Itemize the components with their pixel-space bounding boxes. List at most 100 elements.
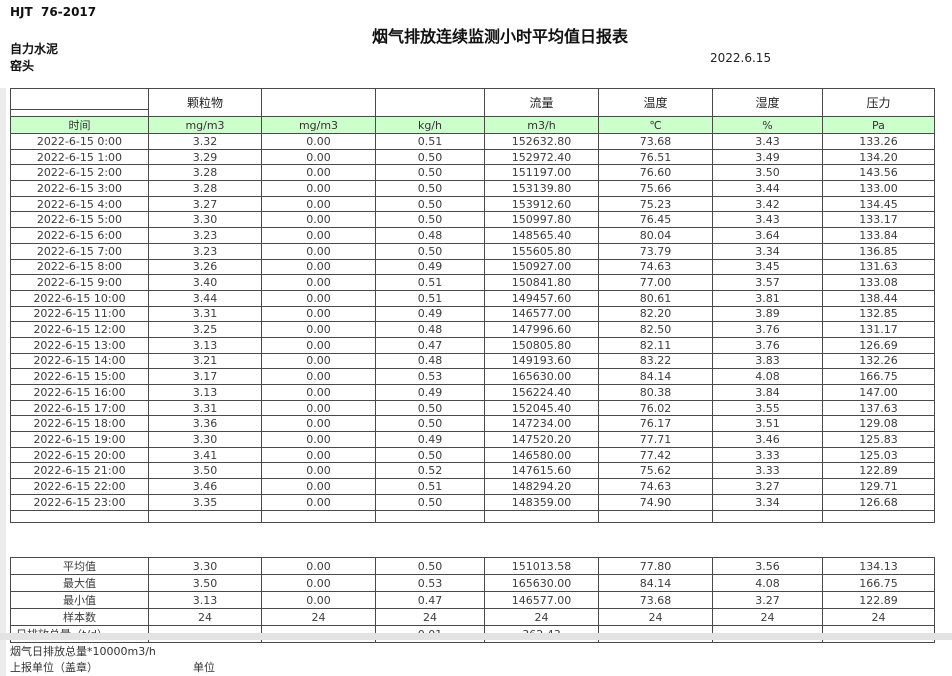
value-cell: 147.00 <box>822 384 935 401</box>
value-cell: 0.50 <box>375 493 485 511</box>
empty-cell <box>148 509 262 523</box>
value-cell: 0.00 <box>261 493 376 511</box>
value-cell: 0.48 <box>375 352 485 370</box>
empty-cell <box>712 509 823 523</box>
value-cell: 24 <box>261 608 376 626</box>
value-cell: 0.00 <box>261 289 376 307</box>
value-cell: 0.50 <box>375 242 485 260</box>
empty-cell <box>822 509 935 523</box>
timestamp-cell: 2022-6-15 18:00 <box>10 415 149 433</box>
value-cell: 82.20 <box>598 305 713 323</box>
value-cell: 0.49 <box>375 431 485 448</box>
value-cell: 3.27 <box>712 478 823 495</box>
value-cell: 3.30 <box>148 431 262 448</box>
value-cell: 73.68 <box>598 133 713 150</box>
value-cell: 0.00 <box>261 446 376 464</box>
value-cell: 3.13 <box>148 591 262 609</box>
unit-cell: mg/m3 <box>261 116 376 134</box>
timestamp-cell: 2022-6-15 16:00 <box>10 384 149 401</box>
value-cell: 0.47 <box>375 336 485 354</box>
value-cell: 73.79 <box>598 242 713 260</box>
value-cell: 75.23 <box>598 195 713 213</box>
value-cell: 0.00 <box>261 195 376 213</box>
value-cell: 147615.60 <box>484 462 599 480</box>
value-cell: 3.33 <box>712 462 823 480</box>
value-cell: 0.50 <box>375 211 485 229</box>
value-cell: 3.50 <box>148 574 262 592</box>
value-cell: 3.32 <box>148 133 262 150</box>
value-cell: 0.50 <box>375 557 485 575</box>
page-edge-strip <box>0 88 6 676</box>
value-cell: 74.90 <box>598 493 713 511</box>
value-cell: 0.50 <box>375 399 485 417</box>
summary-label: 最大值 <box>10 574 149 592</box>
table-row: 2022-6-15 22:00 3.46 0.00 0.51 148294.20 74.6… <box>10 478 935 495</box>
value-cell: 0.48 <box>375 227 485 244</box>
value-cell: 3.83 <box>712 352 823 370</box>
value-cell: 153912.60 <box>484 195 599 213</box>
value-cell: 3.36 <box>148 415 262 433</box>
empty-cell <box>261 509 376 523</box>
value-cell: 3.81 <box>712 289 823 307</box>
value-cell: 84.14 <box>598 574 713 592</box>
empty-header-cell <box>10 88 149 110</box>
value-cell: 0.00 <box>261 133 376 150</box>
value-cell: 0.51 <box>375 133 485 150</box>
table-row: 2022-6-15 18:00 3.36 0.00 0.50 147234.00 76.1… <box>10 415 935 433</box>
value-cell: 0.53 <box>375 368 485 385</box>
value-cell: 75.62 <box>598 462 713 480</box>
unit-header-row: 时间 mg/m3 mg/m3 kg/h m3/h ℃ % Pa <box>10 116 935 134</box>
timestamp-cell: 2022-6-15 23:00 <box>10 493 149 511</box>
value-cell: 3.23 <box>148 227 262 244</box>
value-cell: 132.26 <box>822 352 935 370</box>
pollutant-header-row: 颗粒物 流量 温度 湿度 压力 <box>10 88 935 117</box>
value-cell: 150927.00 <box>484 258 599 276</box>
value-cell: 152972.40 <box>484 148 599 166</box>
value-cell: 73.68 <box>598 591 713 609</box>
value-cell: 3.44 <box>712 180 823 197</box>
value-cell: 0.00 <box>261 384 376 401</box>
value-cell: 3.25 <box>148 321 262 338</box>
value-cell: 148294.20 <box>484 478 599 495</box>
value-cell: 3.49 <box>712 148 823 166</box>
value-cell: 3.13 <box>148 336 262 354</box>
value-cell: 150805.80 <box>484 336 599 354</box>
value-cell: 3.76 <box>712 336 823 354</box>
value-cell: 146577.00 <box>484 591 599 609</box>
time-header-cell: 时间 <box>10 116 149 134</box>
value-cell: 74.63 <box>598 478 713 495</box>
value-cell: 0.00 <box>261 305 376 323</box>
value-cell: 3.50 <box>148 462 262 480</box>
value-cell: 3.41 <box>148 446 262 464</box>
value-cell: 24 <box>712 608 823 626</box>
value-cell: 83.22 <box>598 352 713 370</box>
value-cell: 150841.80 <box>484 274 599 291</box>
value-cell: 0.00 <box>261 274 376 291</box>
value-cell: 143.56 <box>822 164 935 182</box>
timestamp-cell: 2022-6-15 17:00 <box>10 399 149 417</box>
value-cell: 147520.20 <box>484 431 599 448</box>
value-cell: 166.75 <box>822 368 935 385</box>
page-title: 烟气排放连续监测小时平均值日报表 <box>371 27 628 46</box>
value-cell: 0.53 <box>375 574 485 592</box>
value-cell: 133.17 <box>822 211 935 229</box>
table-row: 2022-6-15 9:00 3.40 0.00 0.51 150841.80 77.00… <box>10 274 935 291</box>
summary-row: 最大值 3.50 0.00 0.53 165630.00 84.14 4.08 166.75 <box>10 574 935 592</box>
value-cell: 24 <box>484 608 599 626</box>
value-cell: 133.84 <box>822 227 935 244</box>
value-cell: 80.04 <box>598 227 713 244</box>
unit-cell: kg/h <box>375 116 485 134</box>
spacer-row <box>10 509 935 523</box>
value-cell: 3.23 <box>148 242 262 260</box>
unit-cell: Pa <box>822 116 935 134</box>
unit-cell: % <box>712 116 823 134</box>
summary-label: 最小值 <box>10 591 149 609</box>
value-cell: 76.51 <box>598 148 713 166</box>
value-cell: 3.34 <box>712 242 823 260</box>
table-row: 2022-6-15 16:00 3.13 0.00 0.49 156224.40 80.3… <box>10 384 935 401</box>
value-cell: 148565.40 <box>484 227 599 244</box>
value-cell: 152045.40 <box>484 399 599 417</box>
table-row: 2022-6-15 8:00 3.26 0.00 0.49 150927.00 74.63… <box>10 258 935 276</box>
value-cell: 146577.00 <box>484 305 599 323</box>
summary-row: 最小值 3.13 0.00 0.47 146577.00 73.68 3.27 122.89 <box>10 591 935 609</box>
